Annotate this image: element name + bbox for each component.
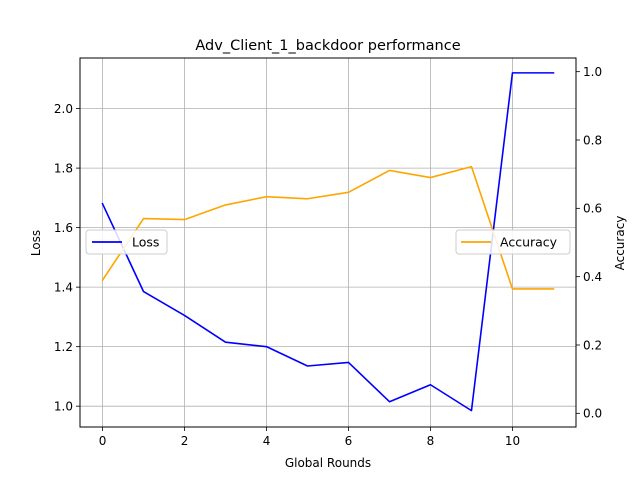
- ticks: 0 2 4 6 8 10 1.0 1.2 1.4 1.6 1.8 2.0 0.0 0.2 0.4 0.6 0.8…: [54, 65, 602, 448]
- y2-tick-label: 1.0: [583, 65, 602, 79]
- y-axis-label: Loss: [29, 230, 43, 256]
- legend-loss-label: Loss: [132, 235, 159, 250]
- y2-tick-label: 0.2: [583, 338, 602, 352]
- y-tick-label: 1.2: [54, 340, 73, 354]
- y2-tick-label: 0.0: [583, 407, 602, 421]
- legend-accuracy-label: Accuracy: [500, 235, 558, 250]
- legend-loss: Loss: [85, 229, 168, 255]
- legend-accuracy-box: [455, 229, 571, 255]
- y-tick-label: 1.4: [54, 280, 73, 294]
- y2-tick-label: 0.4: [583, 270, 602, 284]
- legend-accuracy: Accuracy: [455, 229, 571, 255]
- x-tick-label: 0: [99, 434, 107, 448]
- x-tick-label: 10: [505, 434, 520, 448]
- y-tick-label: 2.0: [54, 102, 73, 116]
- y2-tick-label: 0.8: [583, 133, 602, 147]
- y2-axis-label: Accuracy: [613, 216, 627, 271]
- y2-tick-label: 0.6: [583, 202, 602, 216]
- series-line-accuracy: [101, 165, 555, 290]
- x-axis-label: Global Rounds: [285, 456, 371, 470]
- x-tick-label: 6: [345, 434, 353, 448]
- chart-title: Adv_Client_1_backdoor performance: [195, 38, 460, 54]
- x-tick-label: 8: [427, 434, 435, 448]
- series-line-loss: [101, 72, 555, 412]
- y-tick-label: 1.0: [54, 399, 73, 413]
- legend-loss-box: [85, 229, 168, 255]
- y-tick-label: 1.8: [54, 161, 73, 175]
- x-tick-label: 4: [263, 434, 271, 448]
- plot-frame: [79, 57, 577, 428]
- series-lines: [101, 72, 555, 412]
- x-tick-label: 2: [181, 434, 189, 448]
- y-tick-label: 1.6: [54, 221, 73, 235]
